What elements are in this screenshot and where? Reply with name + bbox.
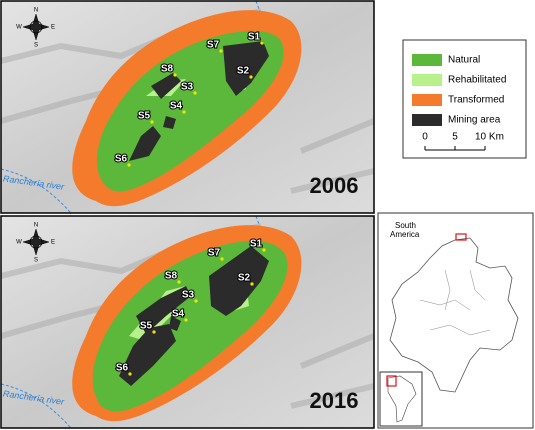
compass: N S E W [16,8,55,49]
legend-label: Transformed [448,95,504,106]
inset-map: South America [377,212,534,429]
compass-label: W [16,240,22,246]
south-america-outline [387,375,417,423]
inset-label: America [390,230,420,239]
compass-ring [29,20,43,34]
site-label: S4 [172,309,185,320]
site-label: S7 [208,248,221,259]
site-marker [182,110,186,114]
department-borders [419,269,491,336]
compass-label: S [34,258,38,264]
mountain-ridges [0,223,376,409]
compass-label: S [34,43,38,49]
study-area-box [455,233,467,241]
site-label: S3 [181,82,194,93]
legend-swatch [412,114,442,126]
site-marker [193,91,197,95]
site-marker [194,299,198,303]
site-marker [177,280,181,284]
site-label: S3 [182,290,195,301]
site-label: S5 [138,111,151,122]
site-marker [250,282,254,286]
site-label: S6 [116,363,129,374]
site-label: S4 [170,101,183,112]
legend-label: Rehabilitated [448,75,506,86]
inset-label: South [395,221,416,230]
mountain-ridges [0,8,376,194]
site-marker [127,163,131,167]
site-label: S7 [207,40,220,51]
site-marker [128,372,132,376]
site-label: S2 [238,273,251,284]
compass-label: N [34,8,38,14]
legend-label: Mining area [448,115,501,126]
site-marker [249,75,253,79]
year-label: 2006 [310,173,359,198]
compass: N S E W [16,223,55,264]
site-marker [150,120,154,124]
site-marker [260,41,264,45]
scale-label: 10 Km [475,132,504,143]
site-label: S8 [165,271,178,282]
colombia-outline [389,237,519,393]
legend-items: Natural Rehabilitated Transformed Mining ar… [412,54,506,126]
compass-label: W [16,25,22,31]
compass-ring [29,235,43,249]
site-label: S1 [248,32,261,43]
legend-swatch [412,74,442,86]
scale-label: 0 [422,132,428,143]
mining-area [119,246,269,386]
legend-label: Natural [448,55,480,66]
site-marker [184,318,188,322]
site-label: S6 [115,154,128,165]
site-marker [219,49,223,53]
compass-label: E [51,25,55,31]
compass-rose [22,228,50,256]
site-marker [220,257,224,261]
compass-label: N [34,223,38,229]
site-marker [262,248,266,252]
panel-frame [0,0,375,214]
legend-swatch [412,54,442,66]
mining-area [129,41,269,161]
colombia-box [386,375,397,387]
compass-label: E [51,240,55,246]
legend: Natural Rehabilitated Transformed Mining ar… [402,39,527,159]
site-label: S8 [161,64,174,75]
legend-swatch [412,94,442,106]
year-label: 2016 [310,388,359,413]
site-marker [173,73,177,77]
scale-label: 5 [452,132,458,143]
panel-frame [0,215,375,429]
site-marker [152,330,156,334]
site-label: S2 [237,66,250,77]
compass-rose [22,13,50,41]
site-label: S1 [250,239,263,250]
site-label: S5 [140,321,153,332]
